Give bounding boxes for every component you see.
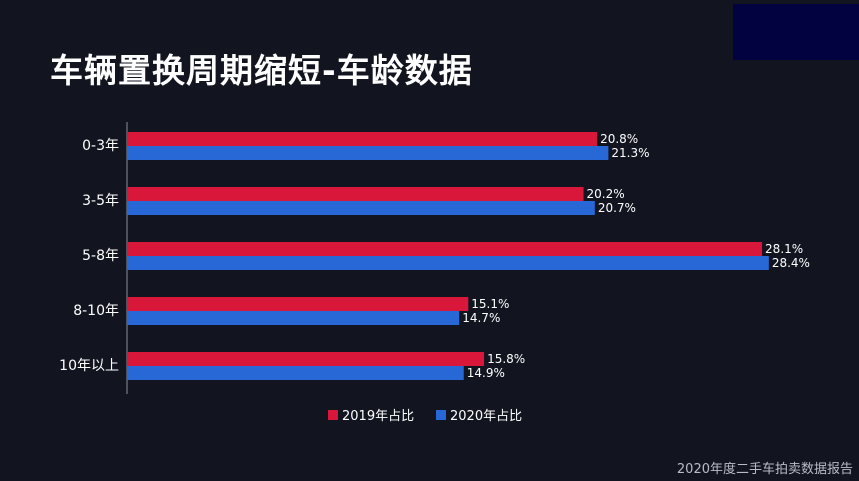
data-label: 14.7% [462, 311, 500, 325]
data-label: 20.2% [587, 187, 625, 201]
data-label: 14.9% [467, 366, 505, 380]
data-label: 21.3% [611, 146, 649, 160]
bar-2019 [127, 132, 598, 146]
data-label: 20.7% [598, 201, 636, 215]
bar-2020 [127, 366, 464, 380]
corner-decoration [733, 4, 859, 60]
bar-2020 [127, 256, 769, 270]
data-label: 28.1% [765, 242, 803, 256]
y-tick-label: 3-5年 [82, 193, 119, 209]
legend-label: 2019年占比 [342, 409, 414, 424]
bar-2019 [127, 297, 469, 311]
data-label: 15.1% [471, 297, 509, 311]
y-tick-label: 5-8年 [82, 248, 119, 264]
bar-2019 [127, 352, 485, 366]
slide-title: 车辆置换周期缩短-车龄数据 [50, 51, 473, 90]
bar-2020 [127, 201, 595, 215]
data-label: 28.4% [772, 256, 810, 270]
report-footer: 2020年度二手车拍卖数据报告 [676, 462, 853, 477]
y-tick-label: 8-10年 [73, 303, 119, 319]
bar-2019 [127, 242, 763, 256]
bar-2019 [127, 187, 584, 201]
legend-label: 2020年占比 [450, 409, 522, 424]
y-tick-label: 0-3年 [82, 138, 119, 154]
y-tick-label: 10年以上 [59, 358, 119, 374]
data-label: 20.8% [600, 132, 638, 146]
bar-2020 [127, 311, 460, 325]
legend-swatch [328, 410, 338, 420]
data-label: 15.8% [487, 352, 525, 366]
bar-2020 [127, 146, 609, 160]
legend-swatch [436, 410, 446, 420]
